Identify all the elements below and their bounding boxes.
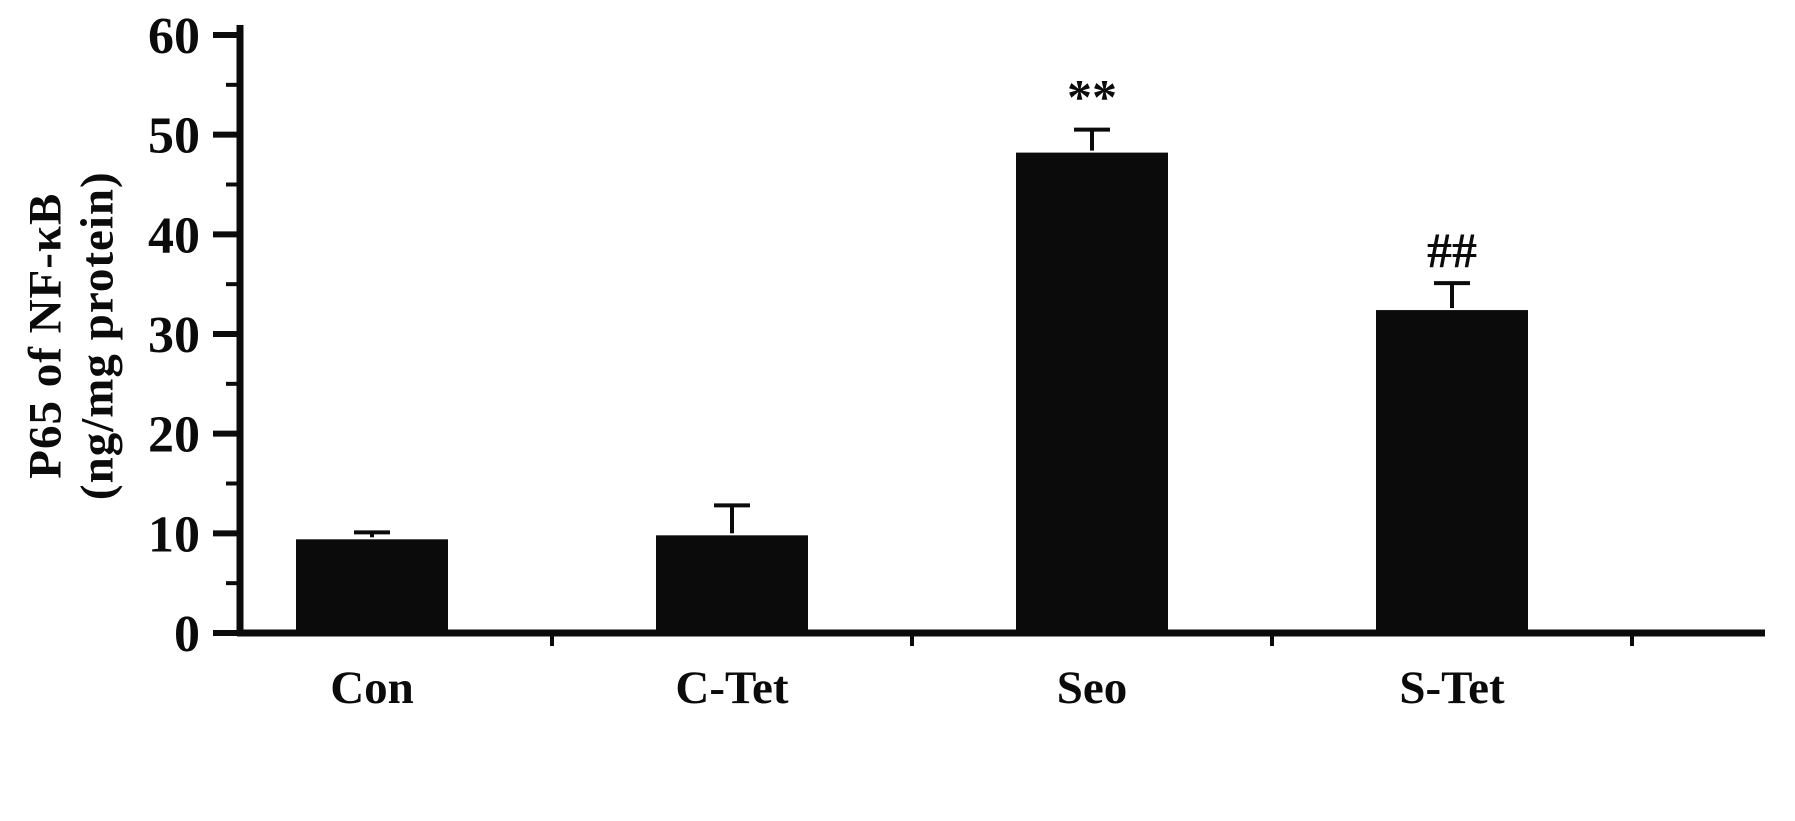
y-tick-label: 30 [148, 307, 200, 364]
bar [1016, 152, 1168, 633]
significance-annotation: ## [1427, 222, 1477, 278]
y-tick-label: 50 [148, 108, 200, 165]
y-tick-label: 0 [174, 606, 200, 663]
x-category-label: Con [330, 662, 414, 714]
bar [656, 535, 808, 633]
y-tick-label: 60 [148, 8, 200, 65]
x-category-label: C-Tet [675, 662, 788, 714]
y-tick-label: 40 [148, 207, 200, 264]
x-category-label: S-Tet [1399, 662, 1505, 714]
bar [1376, 310, 1528, 633]
x-category-label: Seo [1057, 662, 1128, 714]
significance-annotation: ** [1067, 69, 1117, 125]
y-tick-label: 20 [148, 407, 200, 464]
bar [296, 539, 448, 633]
y-tick-label: 10 [148, 506, 200, 563]
